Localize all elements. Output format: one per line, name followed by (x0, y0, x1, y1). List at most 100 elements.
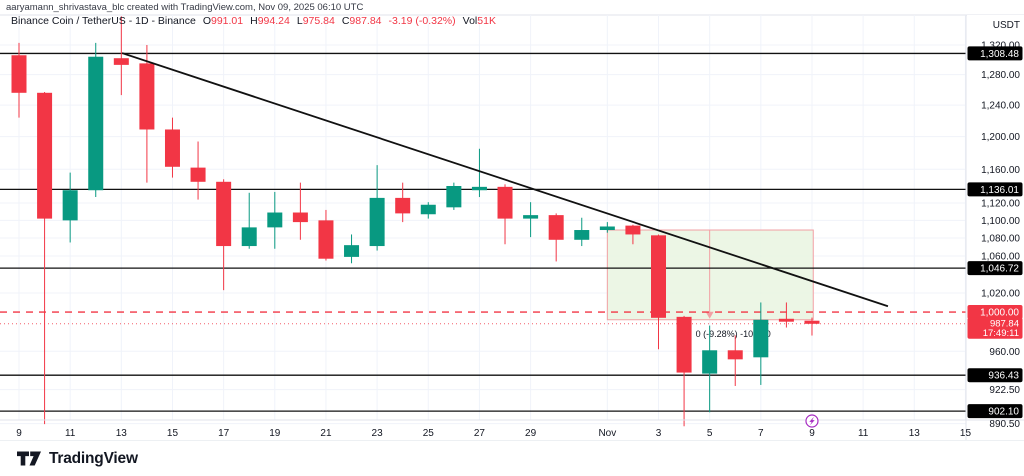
candle-Nov 9[interactable] (804, 320, 820, 324)
level-price-badge (967, 404, 1023, 419)
price-tick-label: 1,080.00 (981, 234, 1020, 245)
range-box[interactable] (606, 229, 814, 321)
legend-H-label: H (250, 15, 258, 27)
bar-countdown-text: 17:49:11 (983, 328, 1019, 339)
alert-price-badge-text: 1,000.00 (980, 308, 1019, 319)
price-axis-currency: USDT (993, 20, 1020, 31)
date-tick-label: Nov (598, 428, 616, 439)
legend-C-value: 987.84 (349, 15, 382, 27)
level-price-badge-text: 1,308.48 (980, 49, 1019, 60)
date-tick-label: 23 (372, 428, 384, 439)
descending-trendline[interactable] (121, 52, 889, 308)
candle-Oct 25[interactable] (420, 204, 436, 215)
level-price-badge-text: 936.43 (988, 371, 1019, 382)
date-tick-label: 9 (809, 428, 815, 439)
candle-Oct 28[interactable] (497, 186, 513, 219)
candle-Oct 19[interactable] (267, 212, 283, 228)
legend-change-value: -3.19 (-0.32%) (388, 15, 456, 27)
last-price-badge-text: 987.84 (990, 318, 1019, 329)
time-scale[interactable] (0, 420, 1024, 440)
ohlc-values: O991.01 H994.24 L975.84 C987.84 -3.19 (-0.32… (196, 15, 496, 27)
date-tick-label: 19 (269, 428, 281, 439)
footer: TradingView (0, 440, 1024, 476)
candle-Oct 29[interactable] (523, 215, 539, 219)
price-tick-label: 960.00 (989, 347, 1020, 358)
date-tick-label: 21 (320, 428, 332, 439)
price-tick-label: 1,160.00 (981, 165, 1020, 176)
candle-Oct 22[interactable] (344, 245, 360, 257)
price-axis-bg (967, 15, 1024, 420)
symbol-legend[interactable]: Binance Coin / TetherUS - 1D - Binance O9… (11, 15, 496, 28)
price-tick-label: 1,020.00 (981, 288, 1020, 299)
range-box-arrow-icon (705, 311, 714, 319)
candle-Oct 27[interactable] (471, 186, 487, 191)
range-box-label: 0 (-9.28%) -10,100 (696, 329, 771, 339)
candle-Oct 20[interactable] (292, 212, 308, 223)
candle-Oct 31[interactable] (574, 230, 590, 240)
candle-Nov 1[interactable] (599, 226, 615, 231)
date-tick-label: 11 (858, 428, 869, 439)
last-price-badge (967, 317, 1023, 339)
legend-volume-value: 51K (477, 15, 496, 27)
candle-Oct 10[interactable] (37, 92, 53, 219)
date-tick-label: 13 (116, 428, 128, 439)
candle-Oct 9[interactable] (11, 55, 27, 93)
date-tick-label: 17 (218, 428, 230, 439)
level-price-badge (967, 368, 1023, 383)
date-tick-label: 15 (167, 428, 179, 439)
price-tick-label: 1,120.00 (981, 199, 1020, 210)
date-tick-label: 11 (65, 428, 76, 439)
legend-O-label: O (202, 15, 211, 27)
legend-volume-label: Vol (462, 15, 478, 27)
candle-Oct 12[interactable] (88, 56, 104, 191)
candle-Oct 21[interactable] (318, 220, 334, 259)
candle-Nov 6[interactable] (727, 350, 743, 360)
date-tick-label: 3 (656, 428, 662, 439)
candle-Oct 30[interactable] (548, 215, 564, 240)
candle-Oct 17[interactable] (216, 181, 232, 247)
candle-Oct 13[interactable] (113, 58, 129, 65)
candle-Nov 7[interactable] (753, 319, 769, 358)
date-tick-label: 9 (16, 428, 22, 439)
level-price-badge-text: 1,136.01 (980, 185, 1019, 196)
legend-L-value: 975.84 (302, 15, 335, 27)
symbol-title: Binance Coin / TetherUS - 1D - Binance (11, 15, 196, 27)
attribution-text: aaryamann_shrivastava_blc created with T… (6, 2, 364, 13)
price-scale[interactable] (966, 15, 1024, 420)
price-tick-label: 1,060.00 (981, 251, 1020, 262)
price-tick-label: 1,320.00 (981, 41, 1020, 52)
date-tick-label: 15 (960, 428, 972, 439)
candle-Nov 3[interactable] (651, 235, 666, 318)
candle-Oct 14[interactable] (139, 63, 155, 130)
level-price-badge (967, 46, 1023, 61)
legend-H-value: 994.24 (257, 15, 290, 27)
candle-Nov 4[interactable] (676, 316, 692, 373)
legend-O-value: 991.01 (211, 15, 244, 27)
candle-Oct 18[interactable] (241, 227, 257, 247)
price-tick-label: 1,200.00 (981, 132, 1020, 143)
price-tick-label: 922.50 (989, 385, 1020, 396)
candle-Oct 26[interactable] (446, 186, 462, 208)
candle-Oct 16[interactable] (190, 167, 206, 182)
candle-Nov 5[interactable] (702, 350, 718, 374)
level-price-badge-text: 1,046.72 (980, 264, 1019, 275)
tradingview-logo-text: TradingView (49, 449, 138, 467)
candle-Oct 15[interactable] (164, 129, 180, 167)
candle-Nov 2[interactable] (625, 225, 641, 235)
lightning-bolt-icon (809, 416, 815, 426)
date-tick-label: 5 (707, 428, 713, 439)
alert-price-badge (967, 305, 1023, 320)
date-tick-label: 7 (758, 428, 764, 439)
tradingview-logo-icon (17, 451, 41, 466)
legend-C-label: C (341, 15, 350, 27)
level-price-badge-text: 902.10 (988, 407, 1019, 418)
candle-Nov 8[interactable] (778, 318, 794, 322)
candle-Oct 23[interactable] (369, 197, 385, 247)
price-tick-label: 890.50 (989, 419, 1020, 430)
legend-L-label: L (296, 15, 303, 27)
candle-Oct 11[interactable] (62, 190, 78, 221)
candle-Oct 24[interactable] (395, 197, 411, 214)
level-price-badge (967, 182, 1023, 197)
